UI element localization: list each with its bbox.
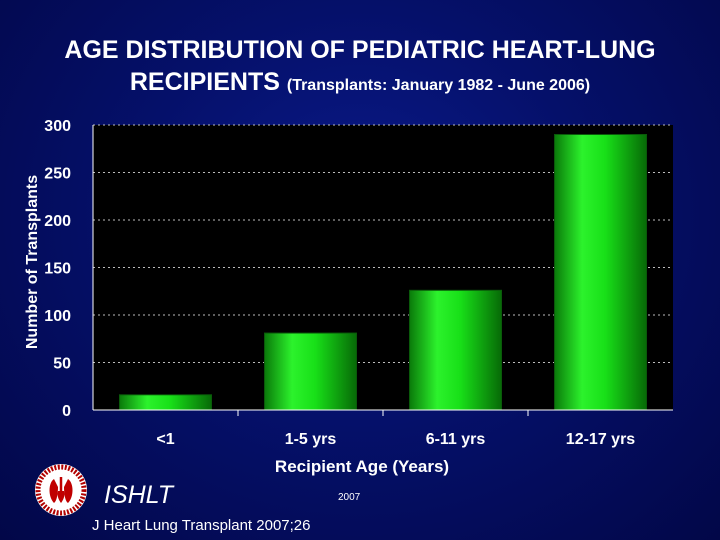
title-line-2: RECIPIENTS (Transplants: January 1982 - … <box>0 66 720 102</box>
y-tick-label: 0 <box>62 403 71 420</box>
axes <box>92 125 673 416</box>
title-main-2: RECIPIENTS <box>129 68 280 96</box>
y-tick-label: 300 <box>44 118 71 135</box>
bar-4 <box>554 134 647 411</box>
x-tick-label: 12-17 yrs <box>566 431 635 448</box>
bar-2 <box>264 332 357 411</box>
x-tick-label: <1 <box>156 431 174 448</box>
citation-label: J Heart Lung Transplant 2007;26 <box>92 517 311 534</box>
y-tick-label: 100 <box>44 308 71 325</box>
organization-label: ISHLT <box>104 481 173 509</box>
bar-1 <box>119 394 212 411</box>
x-tick-label: 6-11 yrs <box>426 431 486 448</box>
y-tick-label: 250 <box>44 166 71 183</box>
bar-3 <box>409 289 502 411</box>
y-tick-labels: 0 50 100 150 200 250 300 <box>44 118 71 420</box>
year-label: 2007 <box>338 492 361 503</box>
bars <box>119 134 647 411</box>
y-tick-label: 50 <box>53 356 71 373</box>
y-tick-label: 150 <box>44 261 71 278</box>
x-axis-label: Recipient Age (Years) <box>275 457 449 476</box>
x-tick-labels: <1 1-5 yrs 6-11 yrs 12-17 yrs <box>156 431 635 448</box>
ishlt-logo-icon <box>35 464 87 516</box>
gridlines <box>93 124 673 363</box>
y-axis-label: Number of Transplants <box>24 175 41 349</box>
y-tick-label: 200 <box>44 213 71 230</box>
title-subtitle: (Transplants: January 1982 - June 2006) <box>286 77 591 94</box>
title-line-1: AGE DISTRIBUTION OF PEDIATRIC HEART-LUNG <box>64 36 656 64</box>
x-tick-label: 1-5 yrs <box>285 431 337 448</box>
chart-title: AGE DISTRIBUTION OF PEDIATRIC HEART-LUNG… <box>0 34 720 102</box>
